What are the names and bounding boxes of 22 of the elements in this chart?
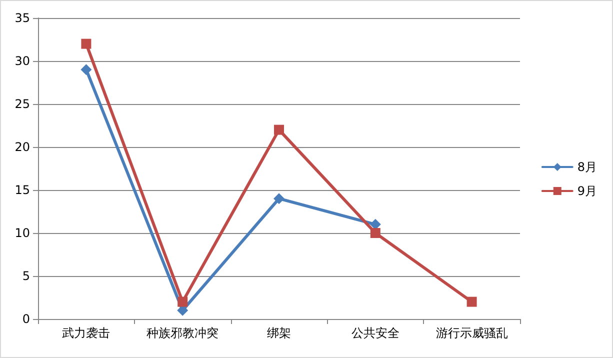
- point: [274, 124, 284, 135]
- point: [178, 296, 188, 307]
- y-tick-label: 15: [14, 183, 30, 197]
- point: [274, 193, 284, 204]
- y-tick-label: 0: [22, 312, 30, 326]
- y-tick-label: 10: [14, 226, 30, 240]
- x-tick-label: 种族邪教冲突: [146, 326, 219, 340]
- y-tick-label: 35: [14, 11, 30, 25]
- x-tick-label: 公共安全: [351, 326, 400, 340]
- x-tick-label: 游行示威骚乱: [436, 326, 508, 340]
- legend-label: 8月: [577, 160, 598, 174]
- y-tick-label: 30: [14, 54, 30, 68]
- point: [80, 64, 92, 76]
- legend-label: 9月: [577, 184, 598, 198]
- point: [81, 38, 92, 49]
- y-tick-label: 5: [22, 269, 30, 283]
- point: [370, 228, 380, 238]
- y-tick-label: 25: [14, 97, 30, 111]
- y-tick-label: 20: [14, 140, 30, 154]
- point: [466, 296, 477, 307]
- x-tick-label: 武力袭击: [62, 326, 110, 340]
- x-tick-label: 绑架: [267, 326, 291, 340]
